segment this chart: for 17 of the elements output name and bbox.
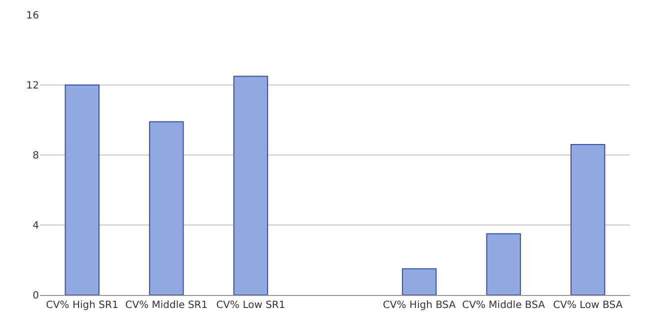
x-tick-label: CV% Middle SR1 [125,300,208,311]
y-tick-label: 4 [32,220,39,232]
bar [149,121,184,295]
bar [402,268,437,295]
bar [64,84,100,295]
x-tick-label: CV% Middle BSA [462,300,546,311]
x-tick-label: CV% High BSA [382,300,456,311]
x-tick-label: CV% High SR1 [46,300,118,311]
y-tick-label: 0 [32,290,39,302]
bar [486,233,521,295]
bar [570,144,606,295]
y-tick-label: 16 [26,10,39,22]
x-tick-label: CV% Low BSA [553,300,623,311]
y-tick-label: 8 [32,150,39,162]
x-tick-label: CV% Low SR1 [216,300,286,311]
bar [233,76,268,295]
y-tick-label: 12 [26,80,39,92]
